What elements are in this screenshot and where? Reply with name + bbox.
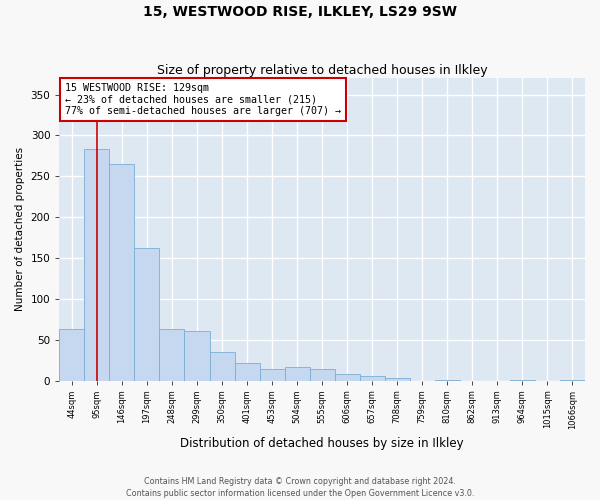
Title: Size of property relative to detached houses in Ilkley: Size of property relative to detached ho… [157, 64, 487, 77]
Bar [134, 248, 160, 380]
Bar [235, 362, 260, 380]
Text: 15, WESTWOOD RISE, ILKLEY, LS29 9SW: 15, WESTWOOD RISE, ILKLEY, LS29 9SW [143, 5, 457, 19]
Bar [310, 369, 335, 380]
Bar [109, 164, 134, 380]
Bar [335, 374, 360, 380]
Text: Contains HM Land Registry data © Crown copyright and database right 2024.
Contai: Contains HM Land Registry data © Crown c… [126, 476, 474, 498]
Bar [209, 352, 235, 380]
Bar [184, 332, 209, 380]
Bar [360, 376, 385, 380]
Bar [59, 329, 85, 380]
Bar [385, 378, 410, 380]
X-axis label: Distribution of detached houses by size in Ilkley: Distribution of detached houses by size … [181, 437, 464, 450]
Text: 15 WESTWOOD RISE: 129sqm
← 23% of detached houses are smaller (215)
77% of semi-: 15 WESTWOOD RISE: 129sqm ← 23% of detach… [65, 82, 341, 116]
Bar [160, 329, 184, 380]
Y-axis label: Number of detached properties: Number of detached properties [15, 148, 25, 312]
Bar [260, 369, 284, 380]
Bar [284, 368, 310, 380]
Bar [85, 150, 109, 380]
